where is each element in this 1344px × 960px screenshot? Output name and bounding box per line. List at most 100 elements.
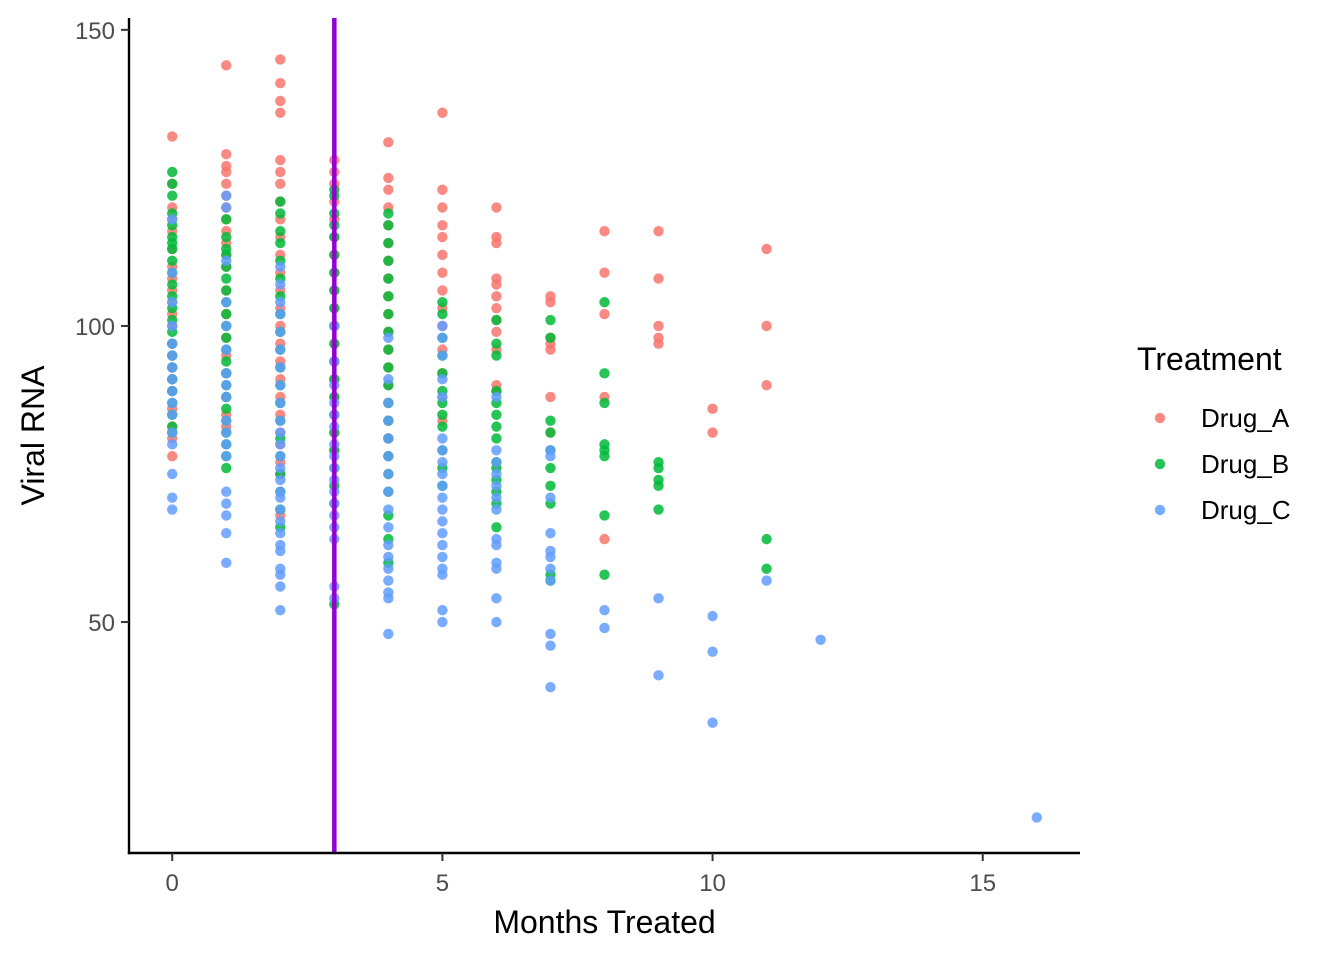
data-point-drug-b — [383, 237, 394, 249]
data-point-drug-a — [491, 291, 502, 302]
data-point-drug-b — [491, 433, 502, 444]
data-point-drug-b — [221, 403, 232, 415]
legend-label-drug-c: Drug_C — [1201, 495, 1291, 525]
data-point-drug-c — [221, 557, 232, 569]
data-point-drug-c — [437, 492, 448, 503]
data-point-drug-c — [599, 622, 610, 634]
data-point-drug-c — [167, 468, 178, 480]
y-axis-ticks: 50 100 150 — [75, 18, 129, 637]
points-layer — [167, 54, 1042, 823]
data-point-drug-c — [383, 332, 394, 343]
data-point-drug-c — [221, 344, 232, 355]
data-point-drug-c — [167, 427, 178, 438]
data-point-drug-c — [545, 681, 556, 693]
data-point-drug-b — [437, 421, 448, 432]
data-point-drug-b — [221, 231, 232, 243]
data-point-drug-a — [275, 178, 286, 190]
data-point-drug-c — [275, 279, 286, 290]
data-point-drug-a — [653, 225, 664, 237]
data-point-drug-c — [167, 214, 178, 225]
data-point-drug-c — [221, 255, 232, 266]
data-point-drug-b — [545, 480, 556, 492]
data-point-drug-b — [761, 563, 772, 574]
data-point-drug-a — [275, 166, 286, 178]
data-point-drug-b — [275, 225, 286, 237]
data-point-drug-c — [383, 415, 394, 426]
data-point-drug-c — [383, 575, 394, 586]
data-point-drug-a — [275, 154, 286, 166]
legend-key-drug-b — [1154, 458, 1166, 470]
data-point-drug-c — [437, 456, 448, 468]
data-point-drug-a — [491, 302, 502, 314]
data-point-drug-c — [761, 575, 772, 586]
data-point-drug-a — [437, 202, 448, 213]
data-point-drug-a — [491, 326, 502, 338]
data-point-drug-b — [221, 308, 232, 320]
data-point-drug-c — [707, 610, 718, 622]
data-point-drug-c — [275, 474, 286, 486]
data-point-drug-a — [275, 107, 286, 118]
data-point-drug-c — [167, 504, 178, 515]
data-point-drug-c — [167, 385, 178, 397]
data-point-drug-a — [437, 231, 448, 243]
data-point-drug-b — [383, 273, 394, 284]
x-tick-label: 5 — [436, 870, 449, 897]
data-point-drug-b — [167, 243, 178, 255]
data-point-drug-c — [221, 368, 232, 379]
data-point-drug-b — [275, 208, 286, 219]
data-point-drug-a — [491, 202, 502, 213]
data-point-drug-c — [437, 528, 448, 539]
y-axis-title: Viral RNA — [15, 365, 51, 506]
data-point-drug-c — [275, 504, 286, 515]
data-point-drug-c — [437, 516, 448, 527]
data-point-drug-c — [437, 320, 448, 332]
data-point-drug-a — [437, 285, 448, 296]
data-point-drug-c — [275, 492, 286, 503]
data-point-drug-c — [383, 504, 394, 515]
data-point-drug-b — [545, 415, 556, 426]
data-point-drug-c — [275, 545, 286, 557]
data-point-drug-c — [437, 539, 448, 551]
data-point-drug-c — [491, 445, 502, 456]
data-point-drug-c — [275, 605, 286, 616]
data-point-drug-b — [761, 533, 772, 545]
data-point-drug-b — [653, 504, 664, 515]
data-point-drug-c — [491, 504, 502, 515]
data-point-drug-c — [653, 670, 664, 681]
data-point-drug-a — [221, 149, 232, 160]
data-point-drug-c — [167, 397, 178, 409]
data-point-drug-c — [545, 628, 556, 640]
data-point-drug-a — [491, 237, 502, 249]
data-point-drug-b — [491, 522, 502, 533]
data-point-drug-c — [275, 427, 286, 438]
data-point-drug-c — [437, 605, 448, 616]
data-point-drug-c — [221, 528, 232, 539]
data-point-drug-c — [491, 492, 502, 503]
data-point-drug-a — [275, 95, 286, 107]
data-point-drug-c — [545, 575, 556, 586]
x-tick-label: 0 — [166, 870, 179, 897]
data-point-drug-b — [491, 409, 502, 420]
data-point-drug-b — [491, 421, 502, 432]
data-point-drug-c — [707, 646, 718, 657]
data-point-drug-c — [275, 415, 286, 426]
data-point-drug-c — [275, 308, 286, 320]
data-point-drug-c — [275, 569, 286, 580]
data-point-drug-c — [491, 539, 502, 551]
data-point-drug-c — [167, 409, 178, 420]
legend-key-drug-a — [1154, 412, 1166, 424]
data-point-drug-a — [437, 267, 448, 278]
data-point-drug-b — [221, 214, 232, 225]
data-point-drug-c — [383, 374, 394, 385]
data-point-drug-c — [437, 433, 448, 444]
data-point-drug-a — [221, 166, 232, 178]
data-point-drug-a — [545, 344, 556, 355]
data-point-drug-a — [437, 184, 448, 195]
data-point-drug-c — [275, 379, 286, 391]
data-point-drug-c — [221, 297, 232, 308]
data-point-drug-c — [437, 350, 448, 361]
data-point-drug-c — [221, 379, 232, 391]
data-point-drug-b — [383, 255, 394, 266]
data-point-drug-c — [221, 439, 232, 450]
